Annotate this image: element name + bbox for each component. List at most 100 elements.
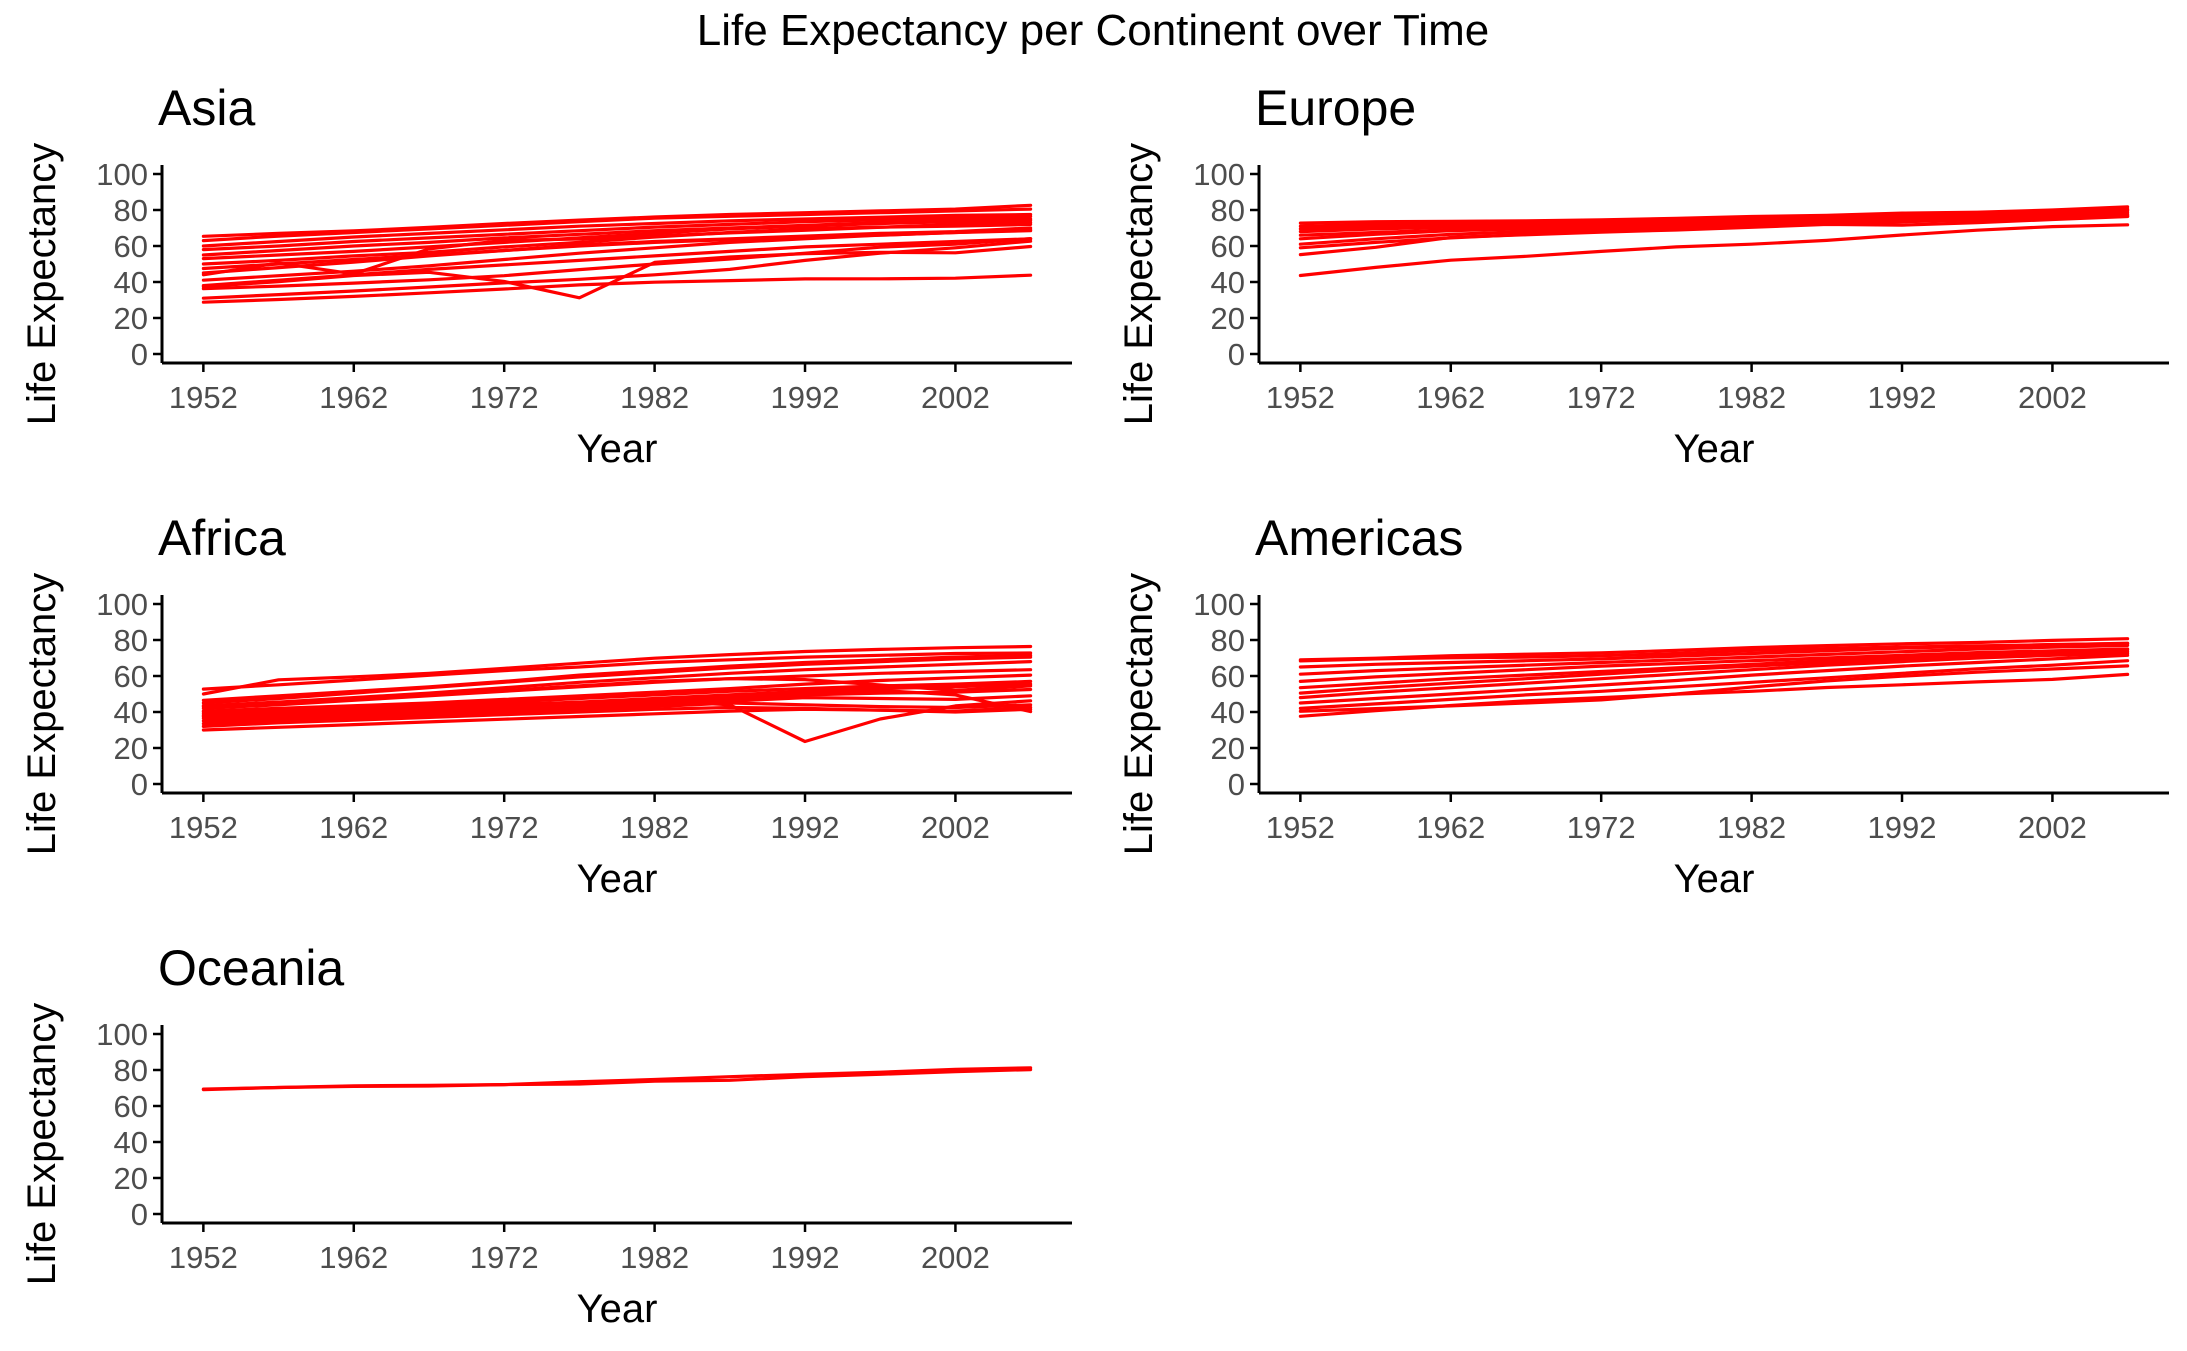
y-tick-label: 40 (114, 1125, 148, 1160)
series-line-europe-10 (1298, 205, 2130, 225)
panel-title-europe: Europe (1255, 80, 1416, 136)
y-tick-label: 40 (114, 265, 148, 300)
y-tick-label: 0 (131, 1197, 148, 1232)
x-tick-label: 1962 (319, 810, 388, 845)
x-tick-label: 1952 (1266, 810, 1335, 845)
x-tick-label: 1972 (470, 380, 539, 415)
series-line-americas-9 (1298, 643, 2130, 676)
series-line-asia-13 (201, 214, 1033, 252)
x-axis-label: Year (577, 427, 658, 471)
x-tick-label: 1952 (169, 1240, 238, 1275)
series-line-oceania-2 (201, 1067, 1033, 1091)
y-tick-label: 80 (114, 1053, 148, 1088)
series-group (201, 203, 1033, 304)
series-line-asia-10 (201, 222, 1033, 266)
series-group (201, 1066, 1033, 1092)
x-tick-label: 1952 (169, 380, 238, 415)
x-tick-label: 2002 (921, 1240, 990, 1275)
x-tick-label: 1992 (771, 1240, 840, 1275)
series-line-africa-17 (201, 688, 1033, 718)
panel-title-oceania: Oceania (158, 940, 344, 996)
series-line-europe-1 (1298, 223, 2130, 278)
y-tick-label: 80 (1211, 623, 1245, 658)
x-tick-label: 1992 (1868, 380, 1937, 415)
series-line-africa-15 (201, 644, 1033, 696)
series-line-americas-12 (1298, 637, 2130, 662)
series-line-americas-11 (1298, 641, 2130, 663)
x-tick-label: 1962 (319, 380, 388, 415)
series-line-africa-12 (201, 655, 1033, 705)
panel-title-americas: Americas (1255, 510, 1463, 566)
x-tick-label: 1962 (1416, 380, 1485, 415)
x-axis-label: Year (577, 857, 658, 901)
y-tick-label: 60 (114, 229, 148, 264)
series-line-asia-14 (201, 212, 1033, 248)
series-line-americas-2 (1298, 664, 2130, 713)
x-tick-label: 1962 (319, 1240, 388, 1275)
y-tick-label: 80 (1211, 193, 1245, 228)
y-tick-label: 80 (114, 193, 148, 228)
y-tick-label: 20 (1211, 731, 1245, 766)
y-axis-label: Life Expectancy (20, 1003, 64, 1285)
series-line-americas-4 (1298, 653, 2130, 705)
series-line-asia-9 (201, 229, 1033, 271)
series-line-europe-6 (1298, 211, 2130, 237)
x-tick-label: 1982 (620, 810, 689, 845)
x-tick-label: 1992 (771, 810, 840, 845)
series-group (201, 644, 1033, 744)
series-line-americas-5 (1298, 651, 2130, 700)
y-tick-label: 0 (1228, 767, 1245, 802)
series-group (1298, 205, 2130, 278)
x-axis-label: Year (1674, 427, 1755, 471)
x-tick-label: 2002 (921, 380, 990, 415)
series-line-americas-3 (1298, 659, 2130, 711)
x-tick-label: 2002 (2018, 380, 2087, 415)
series-line-africa-9 (201, 673, 1033, 713)
y-tick-label: 60 (1211, 229, 1245, 264)
y-tick-label: 20 (1211, 301, 1245, 336)
y-tick-label: 0 (1228, 337, 1245, 372)
y-tick-label: 20 (114, 731, 148, 766)
series-line-asia-16 (201, 203, 1033, 238)
series-line-asia-1 (201, 273, 1033, 304)
x-tick-label: 1972 (470, 810, 539, 845)
series-line-asia-4 (201, 237, 1033, 291)
x-tick-label: 2002 (2018, 810, 2087, 845)
series-line-africa-16 (201, 677, 1033, 709)
x-tick-label: 1972 (1567, 810, 1636, 845)
x-tick-label: 1982 (1717, 810, 1786, 845)
y-axis-label: Life Expectancy (20, 573, 64, 855)
series-line-americas-7 (1298, 648, 2130, 690)
series-line-asia-12 (201, 217, 1033, 257)
figure-title: Life Expectancy per Continent over Time (697, 6, 1489, 55)
x-tick-label: 1952 (1266, 380, 1335, 415)
series-line-africa-3 (201, 705, 1033, 729)
x-tick-label: 1982 (620, 380, 689, 415)
y-tick-label: 100 (1193, 587, 1245, 622)
x-tick-label: 1972 (470, 1240, 539, 1275)
x-tick-label: 1962 (1416, 810, 1485, 845)
x-tick-label: 1982 (620, 1240, 689, 1275)
series-line-asia-5 (201, 237, 1033, 288)
x-axis-label: Year (1674, 857, 1755, 901)
series-line-americas-8 (1298, 647, 2130, 684)
y-tick-label: 40 (114, 695, 148, 730)
x-tick-label: 2002 (921, 810, 990, 845)
series-line-africa-5 (201, 694, 1033, 723)
y-tick-label: 20 (114, 1161, 148, 1196)
y-axis-label: Life Expectancy (1117, 573, 1161, 855)
series-line-americas-6 (1298, 650, 2130, 695)
y-tick-label: 60 (114, 1089, 148, 1124)
y-tick-label: 0 (131, 337, 148, 372)
y-tick-label: 100 (1193, 157, 1245, 192)
panel-title-africa: Africa (158, 510, 286, 566)
y-tick-label: 40 (1211, 265, 1245, 300)
x-axis-label: Year (577, 1287, 658, 1331)
